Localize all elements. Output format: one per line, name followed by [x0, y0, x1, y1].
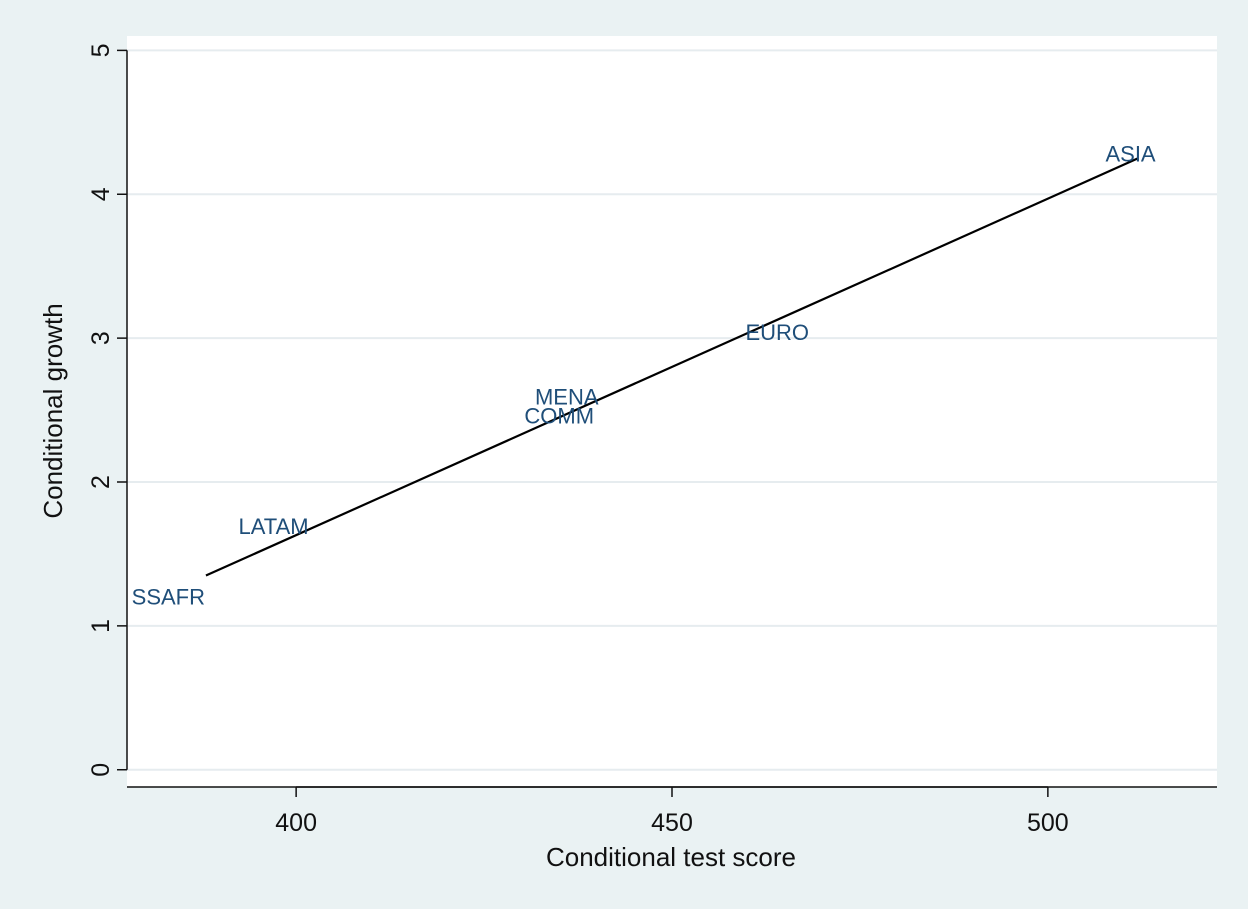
point-label-latam: LATAM: [239, 514, 309, 539]
y-tick-label: 4: [87, 187, 115, 201]
fit-line-group: [205, 157, 1139, 577]
y-axis-title: Conditional growth: [38, 303, 68, 518]
x-tick-label: 450: [651, 809, 693, 837]
point-label-comm: COMM: [524, 403, 594, 428]
y-tick-label: 3: [87, 331, 115, 345]
y-tick-label: 0: [87, 763, 115, 777]
x-tick-label: 500: [1027, 809, 1069, 837]
fit-line: [205, 157, 1139, 577]
y-tick-label: 5: [87, 43, 115, 57]
point-label-asia: ASIA: [1105, 141, 1155, 166]
point-label-mena: MENA: [535, 385, 599, 410]
y-tick-label: 1: [87, 619, 115, 633]
y-tick-label: 2: [87, 475, 115, 489]
grid-lines: [127, 49, 1217, 771]
point-label-euro: EURO: [745, 320, 809, 345]
x-tick-label: 400: [275, 809, 317, 837]
x-axis-title: Conditional test score: [546, 842, 796, 872]
axes: 0 1 2 3 4 5 400 450 500: [87, 43, 1217, 837]
plot-area: [127, 36, 1217, 787]
point-label-ssafr: SSAFR: [132, 585, 205, 610]
